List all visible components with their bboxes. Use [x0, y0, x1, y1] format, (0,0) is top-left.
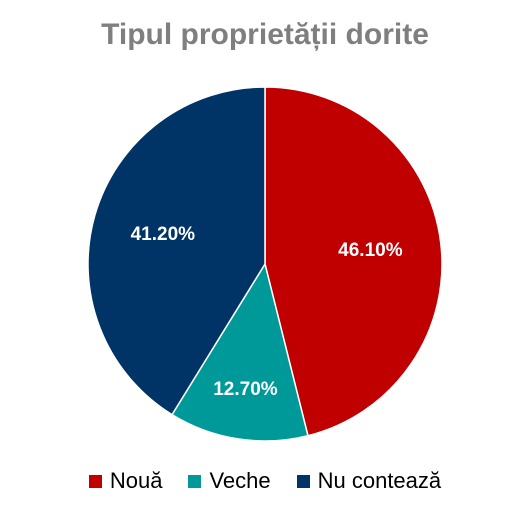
legend-item-nu-conteaza: Nu contează: [296, 468, 442, 494]
legend-item-veche: Veche: [188, 468, 271, 494]
pie-labels: 46.10% 12.70% 41.20%: [131, 224, 403, 400]
pie-label-veche: 12.70%: [213, 379, 278, 400]
pie-label-nu-conteaza: 41.20%: [131, 224, 196, 245]
chart-title: Tipul proprietății dorite: [101, 18, 429, 51]
legend: Nouă Veche Nu contează: [0, 468, 530, 494]
legend-swatch-noua: [88, 474, 102, 488]
legend-label-nu-conteaza: Nu contează: [317, 468, 442, 493]
pie-chart: 46.10% 12.70% 41.20%: [87, 86, 443, 442]
legend-swatch-nu-conteaza: [296, 474, 310, 488]
pie-slices: [87, 86, 443, 442]
pie-slice-nu-conteaza: [87, 86, 266, 416]
pie-label-noua: 46.10%: [338, 240, 403, 261]
pie-slice-veche: [171, 262, 309, 442]
legend-item-noua: Nouă: [88, 468, 163, 494]
legend-label-noua: Nouă: [109, 468, 163, 493]
legend-swatch-veche: [188, 474, 202, 488]
pie-slice-noua: [264, 86, 443, 437]
legend-label-veche: Veche: [209, 468, 271, 493]
